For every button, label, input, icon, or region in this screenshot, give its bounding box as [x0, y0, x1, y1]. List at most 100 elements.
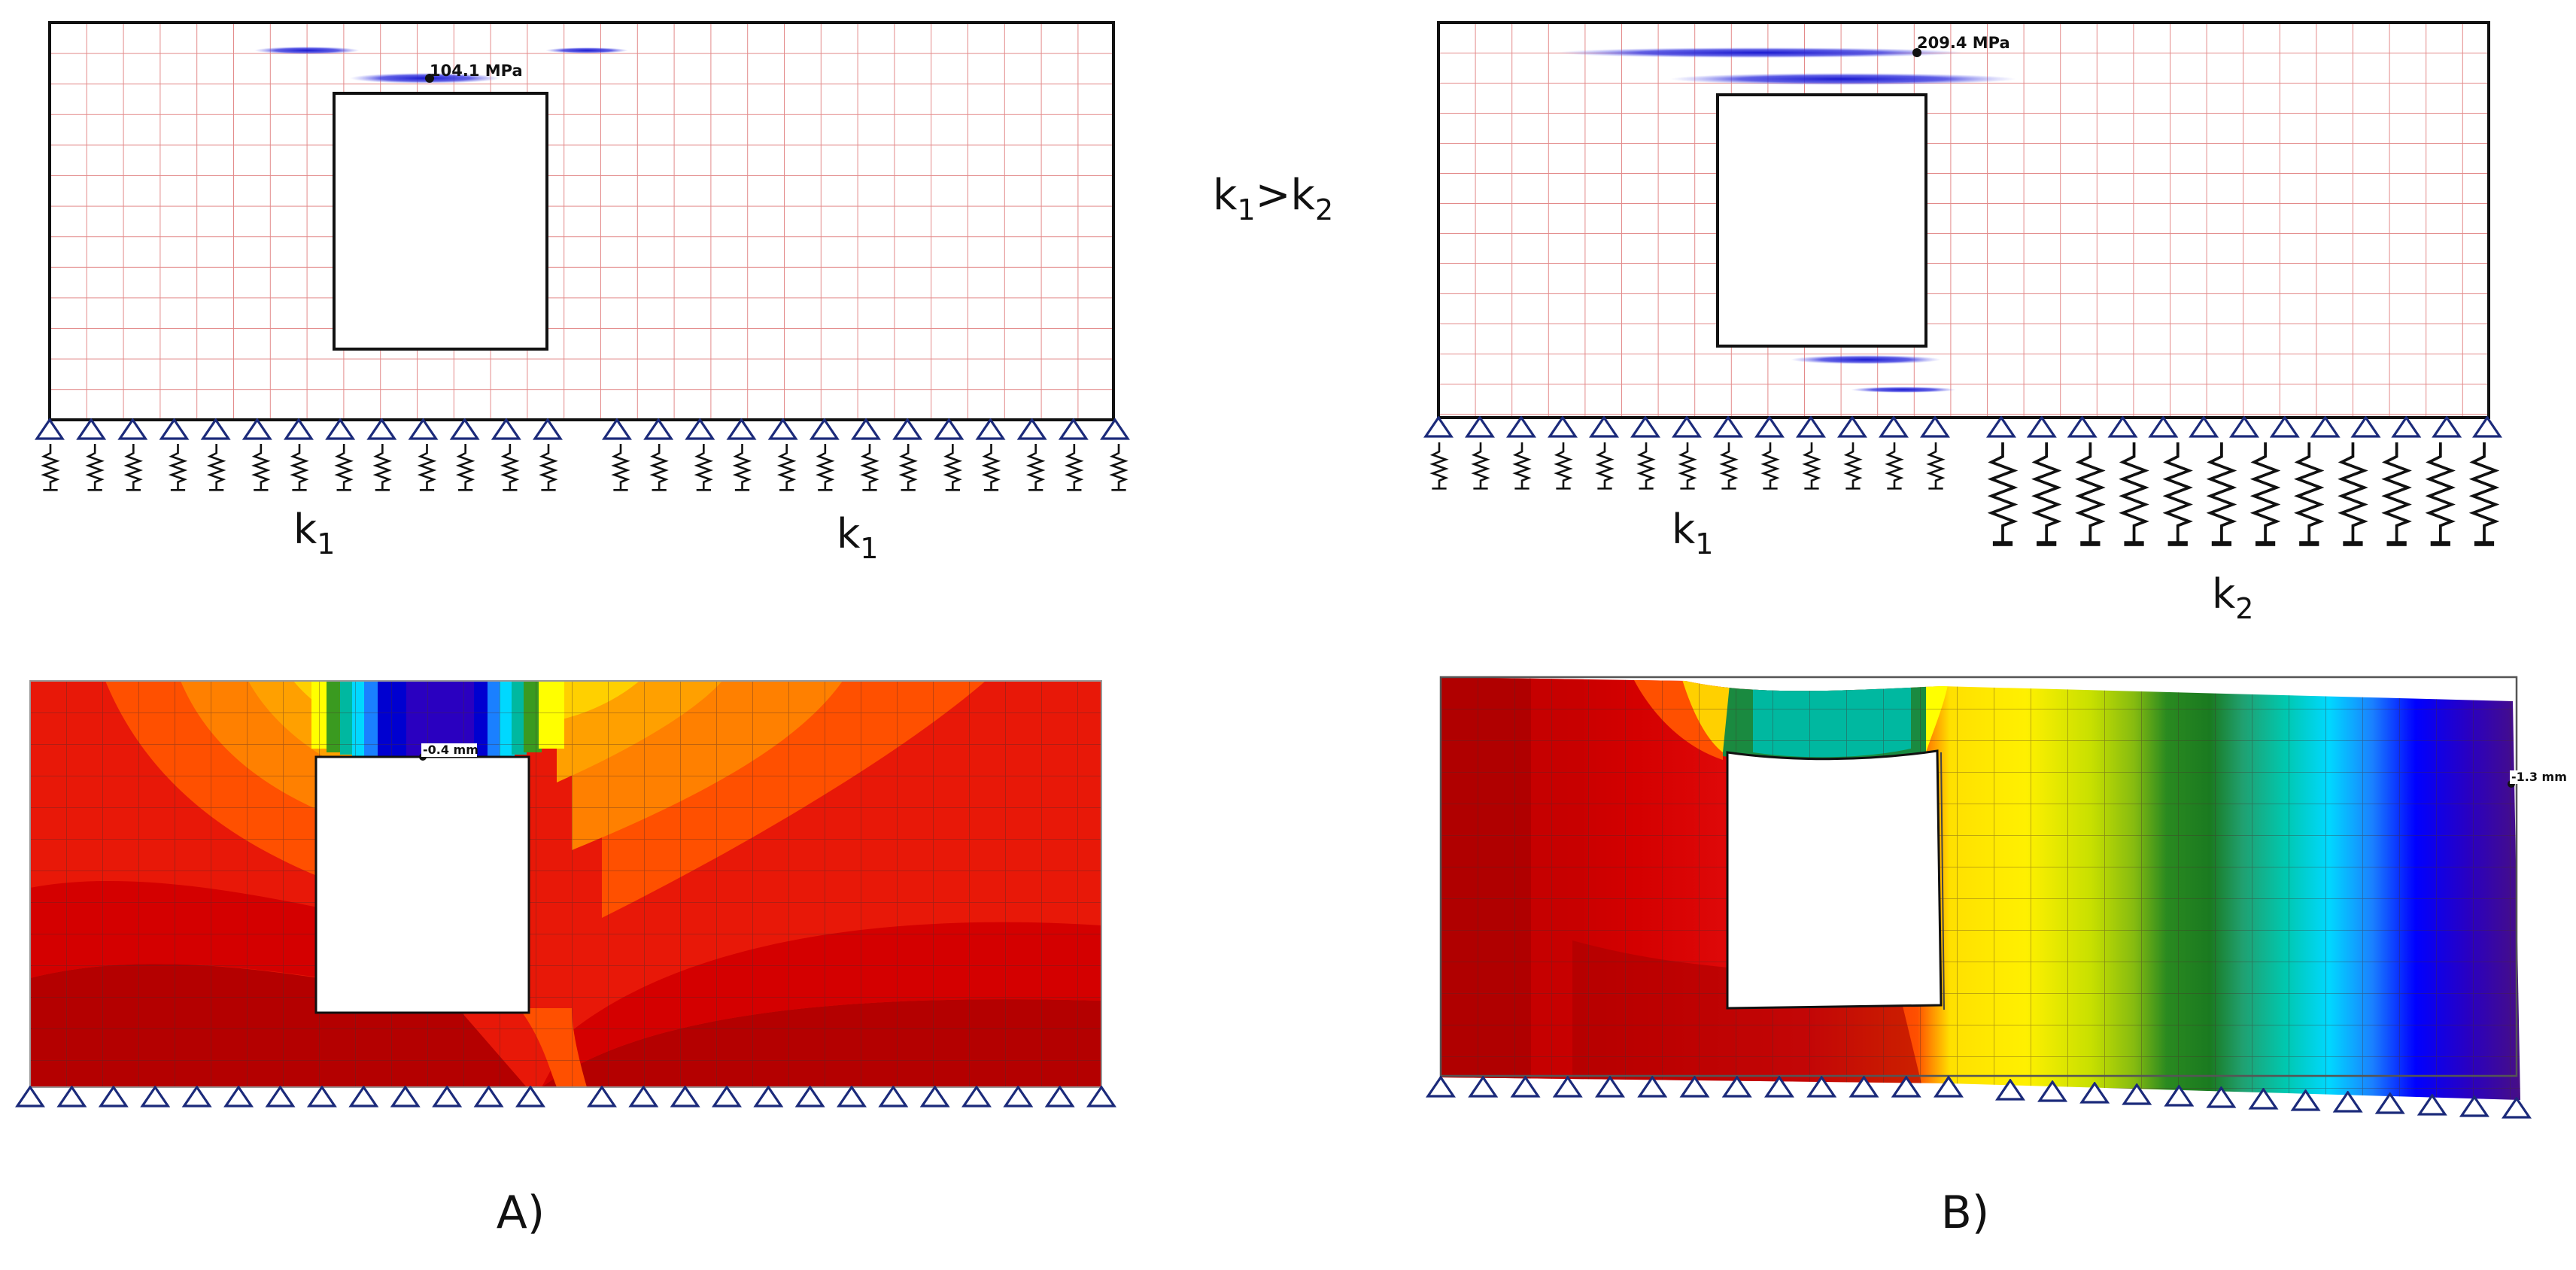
spring-symbol [861, 444, 879, 491]
panel-b-supports [1424, 416, 2502, 438]
panel-a-deformed-opening [314, 755, 530, 1014]
spring-symbol [87, 444, 104, 491]
support-triangle [769, 418, 797, 440]
panel-b-displacement-contour: -1.3 mm B) [1426, 676, 2567, 1239]
support-triangle [2418, 1094, 2447, 1116]
panel-a-left-spring-label: k1 [293, 506, 335, 561]
spring-symbol [1803, 442, 1821, 490]
support-triangle [879, 1086, 907, 1107]
support-triangle [1797, 416, 1825, 438]
support-triangle [1631, 416, 1660, 438]
support-triangle [433, 1086, 461, 1107]
spring-symbol [41, 444, 59, 491]
spring-symbol [539, 444, 557, 491]
spring-symbol [125, 444, 142, 491]
panel-a-mesh [50, 23, 1113, 420]
support-triangle [16, 1086, 44, 1107]
support-triangle [284, 418, 313, 440]
support-triangle [629, 1086, 658, 1107]
support-triangle [603, 418, 631, 440]
panel-b-stress-plot: 209.4 MPa k1 k2 [1424, 21, 2502, 625]
support-triangle [754, 1086, 782, 1107]
support-triangle [1424, 416, 1453, 438]
spring-symbol [816, 444, 834, 491]
support-triangle [2311, 416, 2340, 438]
support-triangle [1018, 418, 1046, 440]
spring-symbol [2077, 442, 2104, 548]
spring-symbol [612, 444, 630, 491]
support-triangle [326, 418, 354, 440]
support-triangle [183, 1086, 211, 1107]
panel-b-left-springs [1430, 442, 1945, 490]
spring-symbol [252, 444, 269, 491]
support-triangle [644, 418, 673, 440]
support-triangle [2473, 416, 2502, 438]
support-triangle [1511, 1076, 1540, 1098]
support-triangle [516, 1086, 545, 1107]
support-triangle [1059, 418, 1088, 440]
support-triangle [1087, 1086, 1116, 1107]
spring-symbol [336, 444, 353, 491]
support-triangle [1046, 1086, 1074, 1107]
support-triangle [588, 1086, 616, 1107]
stress-highlight [1851, 387, 1956, 393]
support-triangle [2230, 416, 2259, 438]
support-triangle [1921, 416, 1949, 438]
panel-b-opening [1716, 93, 1927, 348]
stress-highlight [254, 47, 360, 54]
support-triangle [962, 1086, 991, 1107]
stress-probe-point [425, 74, 434, 83]
stiffness-relation: k1>k2 [1213, 171, 1333, 226]
spring-symbol [1027, 444, 1044, 491]
support-triangle [1507, 416, 1536, 438]
spring-symbol [2208, 442, 2234, 548]
support-triangle [1638, 1076, 1666, 1098]
support-triangle [266, 1086, 295, 1107]
support-triangle [99, 1086, 128, 1107]
support-triangle [391, 1086, 420, 1107]
support-triangle [1466, 416, 1494, 438]
support-triangle [712, 1086, 741, 1107]
support-triangle [118, 418, 147, 440]
support-triangle [1004, 1086, 1032, 1107]
support-triangle [810, 418, 839, 440]
spring-symbol [734, 444, 751, 491]
spring-symbol [1720, 442, 1738, 490]
support-triangle [1469, 1076, 1497, 1098]
support-triangle [1879, 416, 1908, 438]
support-triangle [685, 418, 714, 440]
support-triangle [159, 418, 189, 440]
support-triangle [1596, 1076, 1624, 1098]
panel-a-springs [41, 444, 1128, 491]
panel-b-right-spring-label: k2 [2212, 570, 2253, 625]
spring-symbol [2296, 442, 2322, 548]
support-triangle [2392, 416, 2420, 438]
spring-symbol [290, 444, 308, 491]
spring-symbol [1927, 442, 1945, 490]
spring-symbol [501, 444, 518, 491]
spring-symbol [2340, 442, 2366, 548]
spring-symbol [1885, 442, 1903, 490]
support-triangle [796, 1086, 825, 1107]
spring-symbol [2471, 442, 2497, 548]
support-triangle [727, 418, 756, 440]
panel-b-left-spring-label: k1 [1672, 506, 1713, 561]
spring-symbol [2034, 442, 2060, 548]
panel-a-opening [333, 92, 548, 351]
panel-b-right-springs [1990, 442, 2497, 548]
support-triangle [2108, 416, 2137, 438]
support-triangle [243, 418, 272, 440]
spring-symbol [1554, 442, 1572, 490]
support-triangle [533, 418, 562, 440]
support-triangle [1554, 1076, 1582, 1098]
stress-highlight [545, 47, 628, 53]
panel-a-supports [35, 418, 1129, 440]
support-triangle [1426, 1076, 1455, 1098]
spring-symbol [1430, 442, 1448, 490]
support-triangle [2351, 416, 2380, 438]
support-triangle [349, 1086, 378, 1107]
panel-a-deformed-supports [16, 1086, 1116, 1107]
support-triangle [893, 418, 922, 440]
support-triangle [35, 418, 64, 440]
panel-a-displacement-readout: -0.4 mm [423, 743, 478, 757]
